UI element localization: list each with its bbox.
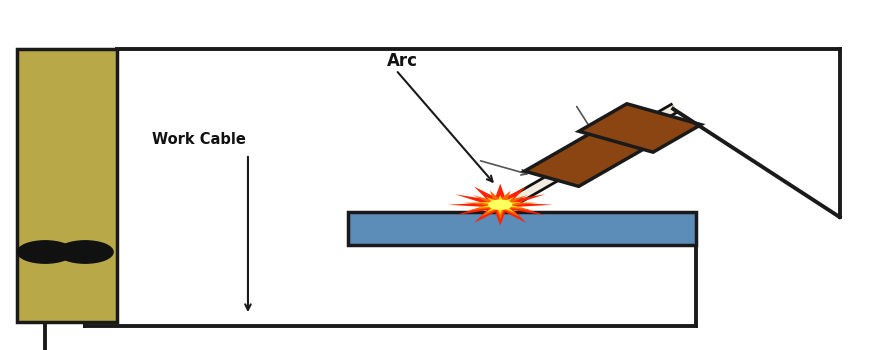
Polygon shape — [463, 191, 536, 219]
Bar — [348, 212, 695, 245]
Circle shape — [17, 241, 73, 263]
Polygon shape — [524, 114, 678, 186]
Polygon shape — [578, 104, 700, 152]
Circle shape — [488, 200, 511, 209]
Polygon shape — [476, 195, 523, 215]
Text: Arc: Arc — [387, 52, 418, 70]
Polygon shape — [448, 184, 552, 226]
Circle shape — [57, 241, 113, 263]
Bar — [17, 49, 117, 322]
Text: Work Cable: Work Cable — [152, 132, 246, 147]
